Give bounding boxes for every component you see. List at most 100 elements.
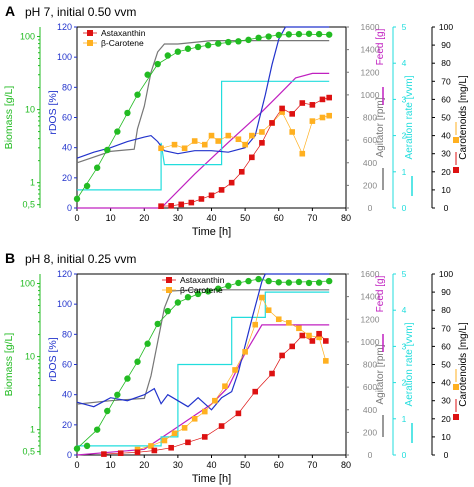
aeration-tick-label: 5: [402, 269, 407, 279]
aeration-tick-label: 3: [402, 341, 407, 351]
aeration-tick-label: 0: [402, 450, 407, 460]
biomass-point: [315, 30, 323, 38]
biomass-tick-label: 100: [20, 279, 35, 289]
agitator-tick-label: 400: [363, 158, 377, 168]
carotene-point: [201, 408, 208, 415]
biomass-point: [225, 38, 232, 46]
carotenoids-tick-label: 10: [441, 185, 451, 195]
biomass-point: [184, 293, 192, 301]
feed-axis-title: Feed [g]: [375, 28, 386, 65]
agitator-line: [76, 40, 330, 164]
carotenoids-tick-label: 70: [441, 323, 451, 333]
carotenoids-tick-label: 90: [441, 287, 451, 297]
agitator-tick-label: 1400: [361, 45, 380, 55]
carotene-point: [158, 145, 164, 152]
agitator-tick-label: 1200: [361, 314, 380, 324]
astaxanthin-point: [185, 439, 191, 446]
astaxanthin-key-marker: [453, 414, 459, 420]
carotene-point: [201, 141, 208, 148]
x-tick-label: 60: [274, 213, 284, 223]
rdos-line: [76, 273, 330, 411]
agitator-tick-label: 800: [363, 113, 377, 123]
biomass-point: [235, 38, 242, 45]
astaxanthin-point: [151, 447, 158, 454]
legend-marker: [166, 287, 172, 293]
carotene-point: [306, 332, 312, 339]
astaxanthin-connector-line: [103, 333, 327, 455]
x-axis-title: Time [h]: [192, 473, 231, 485]
feed-line: [77, 72, 330, 209]
carotene-point: [296, 325, 302, 332]
panel-title: pH 7, initial 0.50 vvm: [25, 5, 136, 19]
legend-label: β-Carotene: [101, 38, 144, 48]
x-tick-label: 60: [274, 460, 284, 470]
astaxanthin-point: [188, 199, 195, 206]
astaxanthin-key-marker: [453, 167, 459, 173]
biomass-tick-label: 10: [25, 352, 35, 362]
biomass-point: [255, 34, 262, 42]
x-tick-label: 10: [106, 213, 116, 223]
carotene-point: [242, 141, 248, 148]
aeration-axis-title: Aeration rate [vvm]: [404, 322, 415, 406]
astaxanthin-point: [238, 169, 245, 175]
agitator-tick-label: 1400: [361, 292, 380, 302]
x-tick-label: 30: [173, 213, 183, 223]
biomass-point: [134, 91, 141, 98]
biomass-point: [245, 277, 252, 285]
biomass-point: [305, 279, 313, 287]
agitator-tick-label: 1200: [361, 67, 380, 77]
rdos-axis-title: rDOS [%]: [47, 90, 59, 134]
carotene-point: [215, 138, 222, 144]
agitator-tick-label: 1000: [361, 337, 380, 347]
legend-label: β-Carotene: [180, 285, 223, 295]
feed-axis-title: Feed [g]: [375, 275, 386, 312]
carotenoids-tick-label: 80: [441, 58, 451, 68]
carotenoids-tick-label: 30: [441, 396, 451, 406]
x-tick-label: 70: [307, 460, 317, 470]
carotene-point: [259, 294, 265, 301]
x-axis-title: Time [h]: [192, 226, 231, 238]
rdos-tick-label: 20: [62, 173, 72, 183]
biomass-point: [315, 279, 323, 286]
biomass-point: [295, 30, 303, 38]
rdos-tick-label: 120: [57, 269, 72, 279]
carotene-point: [279, 109, 285, 115]
biomass-point: [285, 31, 293, 38]
carotene-point: [148, 443, 154, 449]
carotene-point: [289, 129, 295, 135]
rdos-tick-label: 60: [62, 360, 72, 370]
carotenoids-tick-label: 60: [441, 94, 451, 104]
astaxanthin-point: [309, 102, 316, 108]
agitator-tick-label: 0: [368, 450, 373, 460]
astaxanthin-point: [134, 449, 141, 456]
astaxanthin-point: [168, 444, 174, 451]
biomass-point: [104, 407, 111, 415]
rdos-tick-label: 20: [62, 420, 72, 430]
carotene-point: [259, 129, 265, 135]
carotene-point: [171, 430, 178, 437]
astaxanthin-point: [208, 192, 215, 199]
astaxanthin-point: [252, 388, 259, 395]
biomass-point: [73, 195, 81, 203]
carotenoids-tick-label: 0: [444, 450, 449, 460]
carotene-point: [299, 150, 306, 157]
carotene-point: [242, 349, 248, 355]
biomass-tick-label: 0,5: [22, 447, 35, 457]
biomass-point: [255, 275, 262, 283]
carotene-point: [181, 145, 188, 152]
carotene-point: [181, 425, 188, 431]
carotenoids-tick-label: 50: [441, 113, 451, 123]
astaxanthin-point: [269, 370, 275, 377]
biomass-point: [144, 71, 151, 78]
biomass-tick-label: 10: [25, 105, 35, 115]
carotene-point: [316, 334, 322, 341]
biomass-point: [194, 43, 202, 51]
x-tick-label: 20: [139, 460, 149, 470]
astaxanthin-point: [117, 450, 124, 456]
biomass-point: [124, 109, 131, 117]
x-tick-label: 0: [74, 460, 79, 470]
carotenoids-tick-label: 30: [441, 149, 451, 159]
biomass-point: [225, 282, 232, 290]
biomass-axis-title: Biomass [g/L]: [3, 86, 15, 150]
astaxanthin-point: [279, 352, 285, 359]
